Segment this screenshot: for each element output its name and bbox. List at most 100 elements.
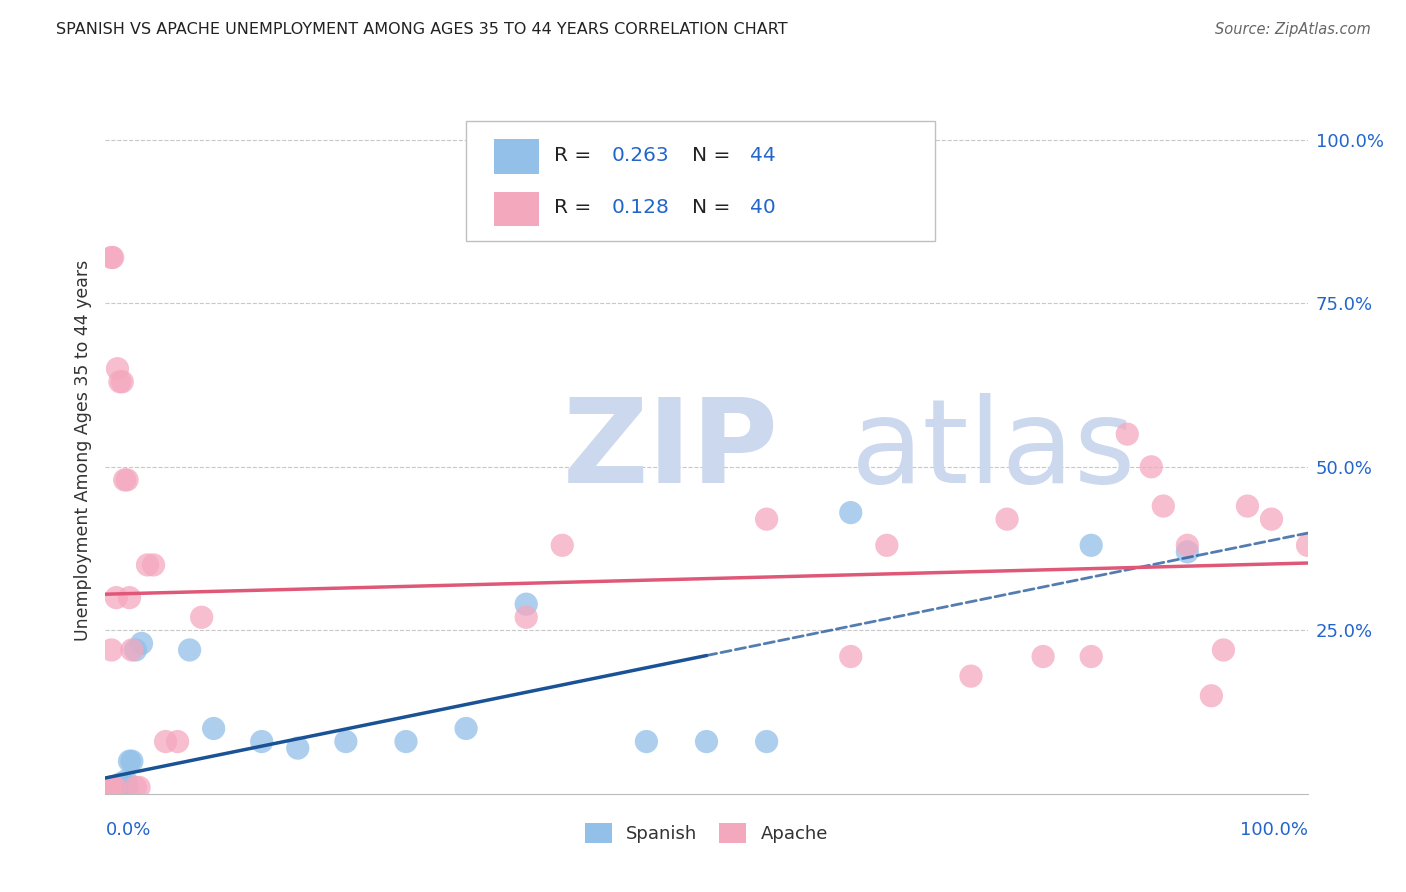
Point [98, 780, 121, 795]
Point [131, 636, 153, 650]
FancyBboxPatch shape [465, 120, 935, 241]
Point [1260, 512, 1282, 526]
Point [105, 591, 128, 605]
Y-axis label: Unemployment Among Ages 35 to 44 years: Unemployment Among Ages 35 to 44 years [73, 260, 91, 641]
Point [755, 734, 778, 748]
Text: 0.0%: 0.0% [105, 822, 150, 839]
Point [960, 669, 983, 683]
Point [101, 780, 124, 795]
Point [103, 780, 125, 795]
Text: 40: 40 [749, 198, 776, 217]
Point [166, 734, 188, 748]
Point [995, 512, 1018, 526]
Point [118, 754, 141, 768]
Point [115, 773, 138, 788]
Point [115, 780, 138, 795]
Point [1236, 499, 1258, 513]
Point [1296, 538, 1319, 552]
Point [107, 783, 129, 797]
Point [121, 643, 143, 657]
Point [515, 610, 537, 624]
Point [105, 783, 128, 797]
Point [100, 643, 122, 657]
Point [1080, 649, 1102, 664]
Point [551, 538, 574, 552]
Point [100, 251, 122, 265]
Point [636, 734, 658, 748]
Text: SPANISH VS APACHE UNEMPLOYMENT AMONG AGES 35 TO 44 YEARS CORRELATION CHART: SPANISH VS APACHE UNEMPLOYMENT AMONG AGE… [56, 22, 787, 37]
Point [107, 780, 129, 795]
Point [108, 780, 131, 795]
Text: atlas: atlas [851, 393, 1136, 508]
Legend: Spanish, Apache: Spanish, Apache [578, 816, 835, 850]
Point [118, 591, 141, 605]
Point [190, 610, 212, 624]
Point [114, 777, 136, 791]
Text: ZIP: ZIP [562, 393, 779, 508]
Point [1032, 649, 1054, 664]
Point [111, 783, 134, 797]
Point [124, 780, 146, 795]
Point [101, 783, 124, 797]
Point [1080, 538, 1102, 552]
Point [155, 734, 177, 748]
Text: 0.263: 0.263 [612, 145, 669, 165]
FancyBboxPatch shape [494, 139, 540, 174]
Point [107, 361, 129, 376]
Point [100, 783, 122, 797]
Point [876, 538, 898, 552]
Point [108, 375, 131, 389]
Point [395, 734, 418, 748]
Point [100, 780, 122, 795]
Point [110, 780, 132, 795]
Point [98, 783, 121, 797]
Point [107, 780, 129, 795]
Point [179, 643, 201, 657]
Point [104, 780, 127, 795]
Point [839, 649, 862, 664]
Point [101, 251, 124, 265]
Point [104, 783, 127, 797]
Text: 100.0%: 100.0% [1240, 822, 1308, 839]
Point [1201, 689, 1223, 703]
Text: 44: 44 [749, 145, 776, 165]
Point [515, 597, 537, 611]
Text: Source: ZipAtlas.com: Source: ZipAtlas.com [1215, 22, 1371, 37]
Point [1175, 538, 1198, 552]
Point [1175, 545, 1198, 559]
Point [103, 783, 125, 797]
Text: R =: R = [554, 145, 598, 165]
FancyBboxPatch shape [494, 192, 540, 226]
Text: N =: N = [692, 198, 737, 217]
Text: R =: R = [554, 198, 598, 217]
Point [108, 777, 131, 791]
Point [128, 780, 150, 795]
Point [98, 783, 121, 797]
Point [454, 722, 477, 736]
Point [287, 741, 309, 756]
Point [1116, 427, 1139, 442]
Point [124, 643, 146, 657]
Point [136, 558, 159, 572]
Point [104, 780, 127, 795]
Point [105, 780, 128, 795]
Point [202, 722, 225, 736]
Point [107, 783, 129, 797]
Point [250, 734, 273, 748]
Point [696, 734, 718, 748]
Point [755, 512, 778, 526]
Point [97, 783, 120, 797]
Point [142, 558, 165, 572]
Point [1140, 459, 1163, 474]
Point [103, 780, 125, 795]
Point [335, 734, 357, 748]
Point [839, 506, 862, 520]
Point [112, 780, 135, 795]
Text: 0.128: 0.128 [612, 198, 669, 217]
Point [115, 473, 138, 487]
Point [98, 783, 121, 797]
Text: N =: N = [692, 145, 737, 165]
Point [1212, 643, 1234, 657]
Point [98, 780, 121, 795]
Point [111, 375, 134, 389]
